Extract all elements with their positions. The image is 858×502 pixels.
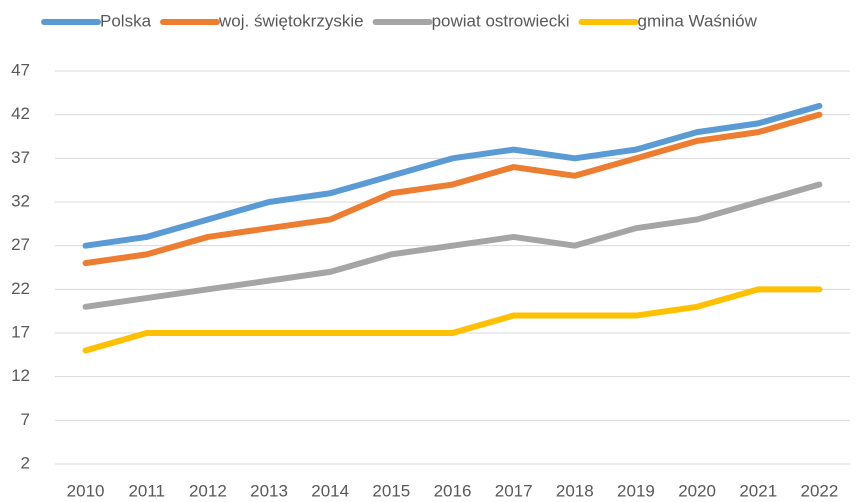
y-tick-label: 2 [21,453,30,472]
y-tick-label: 7 [21,410,30,429]
y-tick-label: 42 [11,104,30,123]
y-tick-label: 47 [11,60,30,79]
series-line [82,111,823,267]
x-tick-label: 2021 [739,481,777,500]
series-line [82,102,823,249]
x-tick-label: 2018 [556,481,594,500]
legend-label: Polska [100,11,152,30]
legend-label: powiat ostrowiecki [432,11,570,30]
y-tick-label: 37 [11,148,30,167]
y-tick-label: 32 [11,191,30,210]
legend-label: gmina Waśniów [638,11,758,30]
x-tick-label: 2013 [250,481,288,500]
x-tick-label: 2019 [617,481,655,500]
y-tick-label: 12 [11,366,30,385]
series-line [82,181,823,310]
legend-label: woj. świętokrzyskie [218,11,364,30]
x-tick-label: 2011 [128,481,165,500]
x-tick-label: 2022 [801,481,839,500]
y-tick-label: 27 [11,235,30,254]
x-tick-label: 2020 [678,481,716,500]
x-tick-label: 2015 [372,481,410,500]
x-tick-label: 2016 [434,481,472,500]
y-tick-label: 17 [11,322,30,341]
x-tick-label: 2014 [311,481,349,500]
x-tick-label: 2010 [67,481,105,500]
y-tick-label: 22 [11,279,30,298]
x-tick-label: 2012 [189,481,227,500]
x-tick-label: 2017 [495,481,533,500]
series-line [82,286,823,354]
